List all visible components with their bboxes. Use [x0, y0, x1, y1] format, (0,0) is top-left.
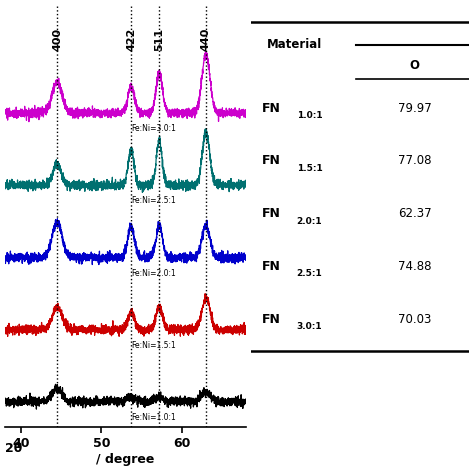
Text: 2.5:1: 2.5:1 [297, 269, 322, 278]
Text: 440: 440 [201, 28, 211, 51]
Text: 70.03: 70.03 [398, 312, 431, 326]
Text: 2θ: 2θ [5, 442, 22, 455]
Text: FN: FN [262, 101, 281, 115]
Text: Fe:Ni=2.5:1: Fe:Ni=2.5:1 [131, 197, 176, 206]
Text: 2.0:1: 2.0:1 [297, 217, 322, 226]
Text: 1.5:1: 1.5:1 [297, 164, 322, 173]
Text: Fe:Ni=1.5:1: Fe:Ni=1.5:1 [131, 341, 176, 350]
Text: Fe:Ni=3.0:1: Fe:Ni=3.0:1 [131, 124, 176, 133]
Text: Fe:Ni=1.0:1: Fe:Ni=1.0:1 [131, 413, 176, 422]
Text: O: O [410, 59, 419, 73]
Text: 1.0:1: 1.0:1 [297, 111, 322, 120]
Text: 400: 400 [52, 28, 62, 51]
Text: FN: FN [262, 155, 281, 167]
Text: FN: FN [262, 312, 281, 326]
Text: 79.97: 79.97 [398, 101, 431, 115]
Text: 422: 422 [126, 28, 136, 51]
Text: 511: 511 [154, 28, 164, 51]
Text: 77.08: 77.08 [398, 155, 431, 167]
Text: 62.37: 62.37 [398, 207, 431, 220]
Text: Fe:Ni=2.0:1: Fe:Ni=2.0:1 [131, 269, 176, 278]
Text: FN: FN [262, 207, 281, 220]
Text: Material: Material [267, 38, 322, 51]
Text: 3.0:1: 3.0:1 [297, 322, 322, 331]
Text: 74.88: 74.88 [398, 260, 431, 273]
Text: FN: FN [262, 260, 281, 273]
X-axis label: / degree: / degree [96, 453, 155, 466]
